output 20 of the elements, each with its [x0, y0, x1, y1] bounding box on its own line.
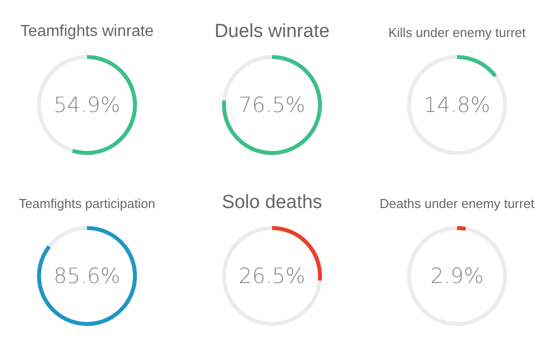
text: 2.9%	[429, 263, 485, 290]
donut-slice	[457, 55, 498, 78]
donut-slice	[407, 55, 507, 155]
donut-slice	[37, 226, 137, 326]
chart-title: Solo deaths	[220, 191, 324, 215]
text: 85.6%	[52, 263, 122, 290]
text: 14.8%	[422, 92, 492, 119]
donut-slice	[222, 55, 322, 155]
text: 26.5%	[238, 263, 306, 290]
chart-title: Kills under enemy turret	[387, 24, 527, 42]
chart-title: Deaths under enemy turret	[378, 194, 536, 213]
chart-title: Teamfights winrate	[19, 22, 155, 42]
donut-slice	[222, 226, 322, 326]
donut-slice	[407, 226, 507, 326]
text: 76.5%	[238, 92, 306, 119]
donut-slice	[457, 226, 466, 231]
chart-title: Teamfights participation	[18, 194, 156, 213]
donut-slice	[48, 226, 87, 248]
chart-title: Duels winrate	[213, 20, 331, 44]
text: 54.9%	[52, 92, 122, 119]
